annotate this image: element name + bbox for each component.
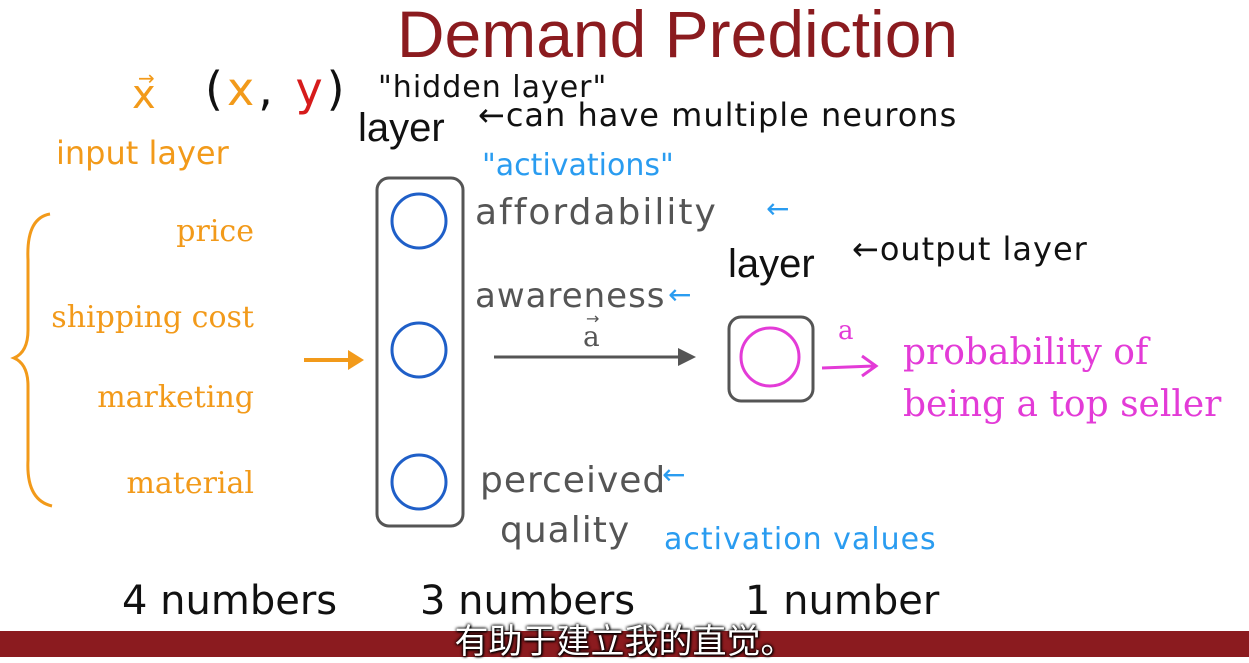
output-layer-note: ←output layer: [852, 230, 1088, 268]
hidden-neuron-1: [390, 192, 448, 250]
activation-values-label: activation values: [664, 522, 937, 557]
count-hidden: 3 numbers: [420, 578, 636, 624]
output-arrow: [821, 354, 879, 378]
perceived-arrow-icon: ←: [662, 458, 686, 491]
awareness-arrow-icon: ←: [668, 278, 692, 311]
output-layer-box: [727, 315, 815, 403]
slide-title: Demand Prediction: [396, 0, 959, 71]
count-input: 4 numbers: [122, 578, 338, 624]
hidden-neuron-3: [390, 453, 448, 511]
input-layer-label: input layer: [56, 134, 229, 172]
affordability-arrow-icon: ←: [766, 192, 790, 225]
output-a-label: a: [838, 316, 854, 346]
video-subtitle: 有助于建立我的直觉。: [454, 622, 795, 662]
input-feature-shipping-cost: shipping cost: [51, 300, 254, 335]
output-layer-word: layer: [728, 242, 815, 286]
vector-arrow-icon: →: [138, 66, 155, 90]
output-neuron: [739, 326, 801, 388]
x-vector-label: x: [132, 72, 156, 118]
unit-affordability: affordability: [475, 192, 718, 233]
xy-pair: (x, y): [205, 62, 349, 116]
probability-line-1: probability of: [903, 332, 1149, 373]
hidden-layer-box: [375, 176, 465, 528]
a-vector-arrow-icon: →: [586, 309, 600, 328]
multiple-neurons-note: ←can have multiple neurons: [478, 96, 958, 134]
activation-arrowhead: [678, 348, 696, 366]
a-vector-label: a: [583, 320, 600, 353]
hidden-layer-label: "hidden layer": [378, 70, 608, 105]
unit-awareness: awareness: [475, 276, 666, 316]
input-feature-marketing: marketing: [97, 380, 254, 415]
activations-label: "activations": [482, 148, 674, 183]
count-output: 1 number: [745, 578, 940, 624]
input-feature-price: price: [176, 214, 254, 249]
hidden-layer-word: layer: [358, 106, 445, 150]
probability-line-2: being a top seller: [903, 384, 1222, 425]
hidden-neuron-2: [390, 321, 448, 379]
input-feature-material: material: [126, 466, 254, 501]
input-brace: [10, 212, 53, 508]
unit-perceived: perceived: [480, 460, 667, 501]
unit-quality: quality: [500, 510, 631, 551]
input-arrowhead: [348, 350, 364, 370]
bottom-bar: [0, 631, 1249, 657]
